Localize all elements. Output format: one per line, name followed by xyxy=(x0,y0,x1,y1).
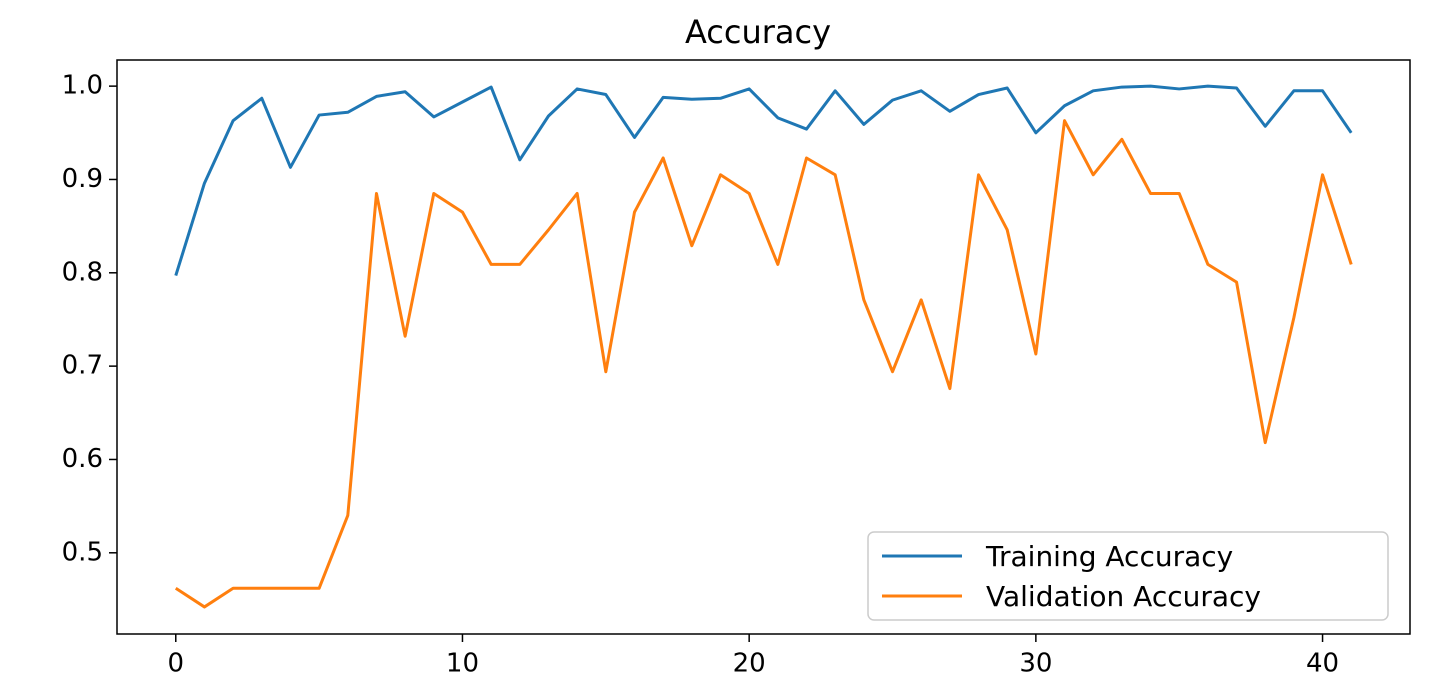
y-tick-label: 0.7 xyxy=(62,351,103,381)
y-tick-label: 0.9 xyxy=(62,164,103,194)
series-line xyxy=(174,84,1353,277)
x-tick-label: 40 xyxy=(1306,649,1339,679)
x-tick-label: 0 xyxy=(167,649,184,679)
y-tick-label: 0.6 xyxy=(62,444,103,474)
y-tick-label: 0.8 xyxy=(62,257,103,287)
x-tick-label: 10 xyxy=(446,649,479,679)
x-tick-label: 20 xyxy=(733,649,766,679)
y-tick-label: 0.5 xyxy=(62,537,103,567)
chart-title: Accuracy xyxy=(685,13,831,51)
legend-box xyxy=(867,531,1389,621)
y-tick-label: 1.0 xyxy=(62,71,103,101)
legend-label: Training Accuracy xyxy=(985,540,1233,573)
series-line xyxy=(174,119,1353,609)
plot-frame xyxy=(116,59,1411,635)
x-tick-label: 30 xyxy=(1019,649,1052,679)
legend-label: Validation Accuracy xyxy=(986,580,1261,613)
